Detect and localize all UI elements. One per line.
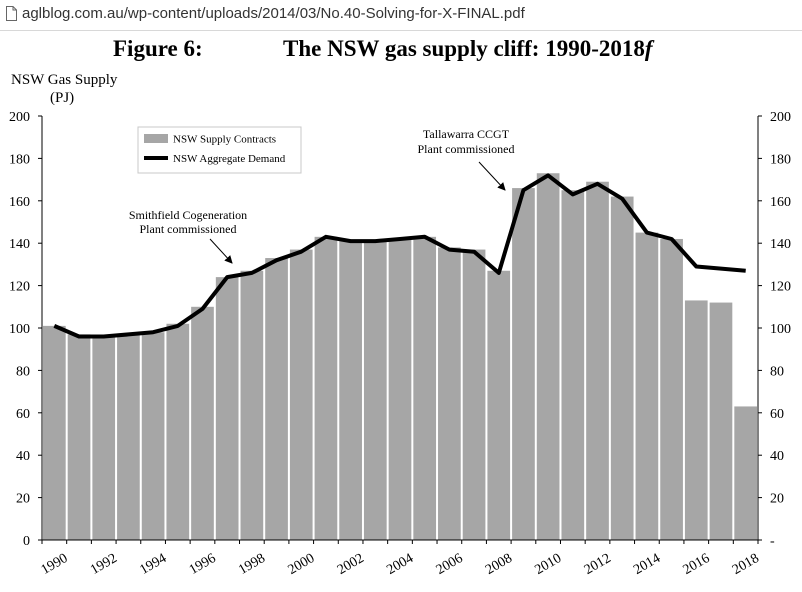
annotation-smithfield-line2: Plant commissioned xyxy=(140,222,237,236)
y-tick-label-left: 0 xyxy=(23,534,30,549)
x-tick-label: 1994 xyxy=(137,551,169,578)
figure-title-suffix: f xyxy=(644,36,653,61)
y-axis-unit: (PJ) xyxy=(50,90,75,106)
figure-title-text: The NSW gas supply cliff: 1990-2018 xyxy=(283,36,645,61)
x-tick-label: 2000 xyxy=(286,551,318,578)
y-tick-label-left: 180 xyxy=(9,152,30,167)
annotations: Smithfield Cogeneration Plant commission… xyxy=(129,127,515,264)
y-tick-label-right: 140 xyxy=(770,237,791,252)
annotation-smithfield-arrow xyxy=(209,238,233,264)
bar-1998 xyxy=(240,270,264,540)
y-tick-label-left: 160 xyxy=(9,195,30,210)
legend: NSW Supply Contracts NSW Aggregate Deman… xyxy=(137,126,302,174)
bar-1996 xyxy=(191,306,214,540)
y-tick-label-left: 80 xyxy=(16,364,30,379)
bar-2002 xyxy=(339,241,362,540)
y-tick-label-left: 100 xyxy=(9,322,30,337)
x-tick-label: 1990 xyxy=(39,551,71,578)
bar-1997 xyxy=(215,277,239,540)
x-tick-label: 2014 xyxy=(631,551,663,578)
annotation-tallawarra-line1: Tallawarra CCGT xyxy=(423,127,510,141)
bar-2007 xyxy=(462,249,486,540)
y-tick-label-right: 20 xyxy=(770,492,784,507)
y-tick-label-right: 40 xyxy=(770,449,784,464)
x-tick-label: 2016 xyxy=(681,551,713,578)
bar-2005 xyxy=(413,236,437,540)
y-tick-label-left: 20 xyxy=(16,492,30,507)
y-tick-label-left: 200 xyxy=(9,110,30,125)
bar-2016 xyxy=(684,300,708,540)
bar-2013 xyxy=(610,196,634,540)
bar-2008 xyxy=(487,270,511,540)
y-tick-label-left: 60 xyxy=(16,407,30,422)
y-tick-label-right: 80 xyxy=(770,364,784,379)
demand-line xyxy=(53,173,746,339)
url-text[interactable]: aglblog.com.au/wp-content/uploads/2014/0… xyxy=(22,5,525,22)
annotation-tallawarra-arrow xyxy=(478,161,506,191)
y-tick-label-left: 120 xyxy=(9,280,30,295)
bar-2006 xyxy=(438,247,461,540)
annotation-tallawarra-line2: Plant commissioned xyxy=(418,142,515,156)
y-tick-label-left: 40 xyxy=(16,449,30,464)
bar-2014 xyxy=(635,232,659,540)
x-tick-label: 2006 xyxy=(434,551,466,578)
y-axis-label: NSW Gas Supply xyxy=(11,72,118,88)
bar-2015 xyxy=(660,238,683,540)
x-tick-label: 2004 xyxy=(384,551,416,578)
bar-2000 xyxy=(289,249,313,540)
legend-label-demand: NSW Aggregate Demand xyxy=(173,153,286,165)
bar-2003 xyxy=(363,241,387,540)
y-tick-label-left: 140 xyxy=(9,237,30,252)
figure-title: The NSW gas supply cliff: 1990-2018f xyxy=(283,36,653,62)
bar-2017 xyxy=(709,302,733,540)
y-tick-label-right: 200 xyxy=(770,110,791,125)
x-tick-label: 2002 xyxy=(335,551,367,578)
bar-2011 xyxy=(561,190,585,540)
annotation-smithfield-line1: Smithfield Cogeneration xyxy=(129,208,247,222)
x-tick-label: 1992 xyxy=(88,551,120,578)
y-tick-label-right: 180 xyxy=(770,152,791,167)
bar-2010 xyxy=(536,173,560,541)
bar-1994 xyxy=(141,332,165,540)
legend-swatch-bar xyxy=(144,134,168,143)
x-tick-label: 1996 xyxy=(187,551,219,578)
y-tick-label-right: 120 xyxy=(770,280,791,295)
legend-label-contracts: NSW Supply Contracts xyxy=(173,134,276,146)
bar-2012 xyxy=(586,181,609,540)
bar-2018 xyxy=(734,406,757,540)
address-bar[interactable]: aglblog.com.au/wp-content/uploads/2014/0… xyxy=(0,0,802,31)
bars-layer xyxy=(43,173,757,541)
x-tick-label: 2012 xyxy=(582,551,614,578)
y-tick-label-right: 160 xyxy=(770,195,791,210)
x-tick-label: 1998 xyxy=(236,551,268,578)
bar-2004 xyxy=(388,238,412,540)
bar-1991 xyxy=(67,334,91,540)
bar-1995 xyxy=(166,323,190,540)
x-tick-label: 2018 xyxy=(730,551,762,578)
y-tick-label-right: - xyxy=(770,534,775,549)
bar-2001 xyxy=(314,236,338,540)
bar-1992 xyxy=(92,336,116,540)
y-tick-label-right: 60 xyxy=(770,407,784,422)
line-layer xyxy=(53,173,746,339)
bar-2009 xyxy=(512,188,535,540)
y-tick-label-right: 100 xyxy=(770,322,791,337)
x-tick-label: 2008 xyxy=(483,551,515,578)
x-tick-label: 2010 xyxy=(533,551,565,578)
bar-1990 xyxy=(43,325,66,540)
document-icon xyxy=(6,6,17,21)
bar-1999 xyxy=(265,258,288,540)
bar-1993 xyxy=(117,334,140,540)
figure-label: Figure 6: xyxy=(113,36,203,61)
